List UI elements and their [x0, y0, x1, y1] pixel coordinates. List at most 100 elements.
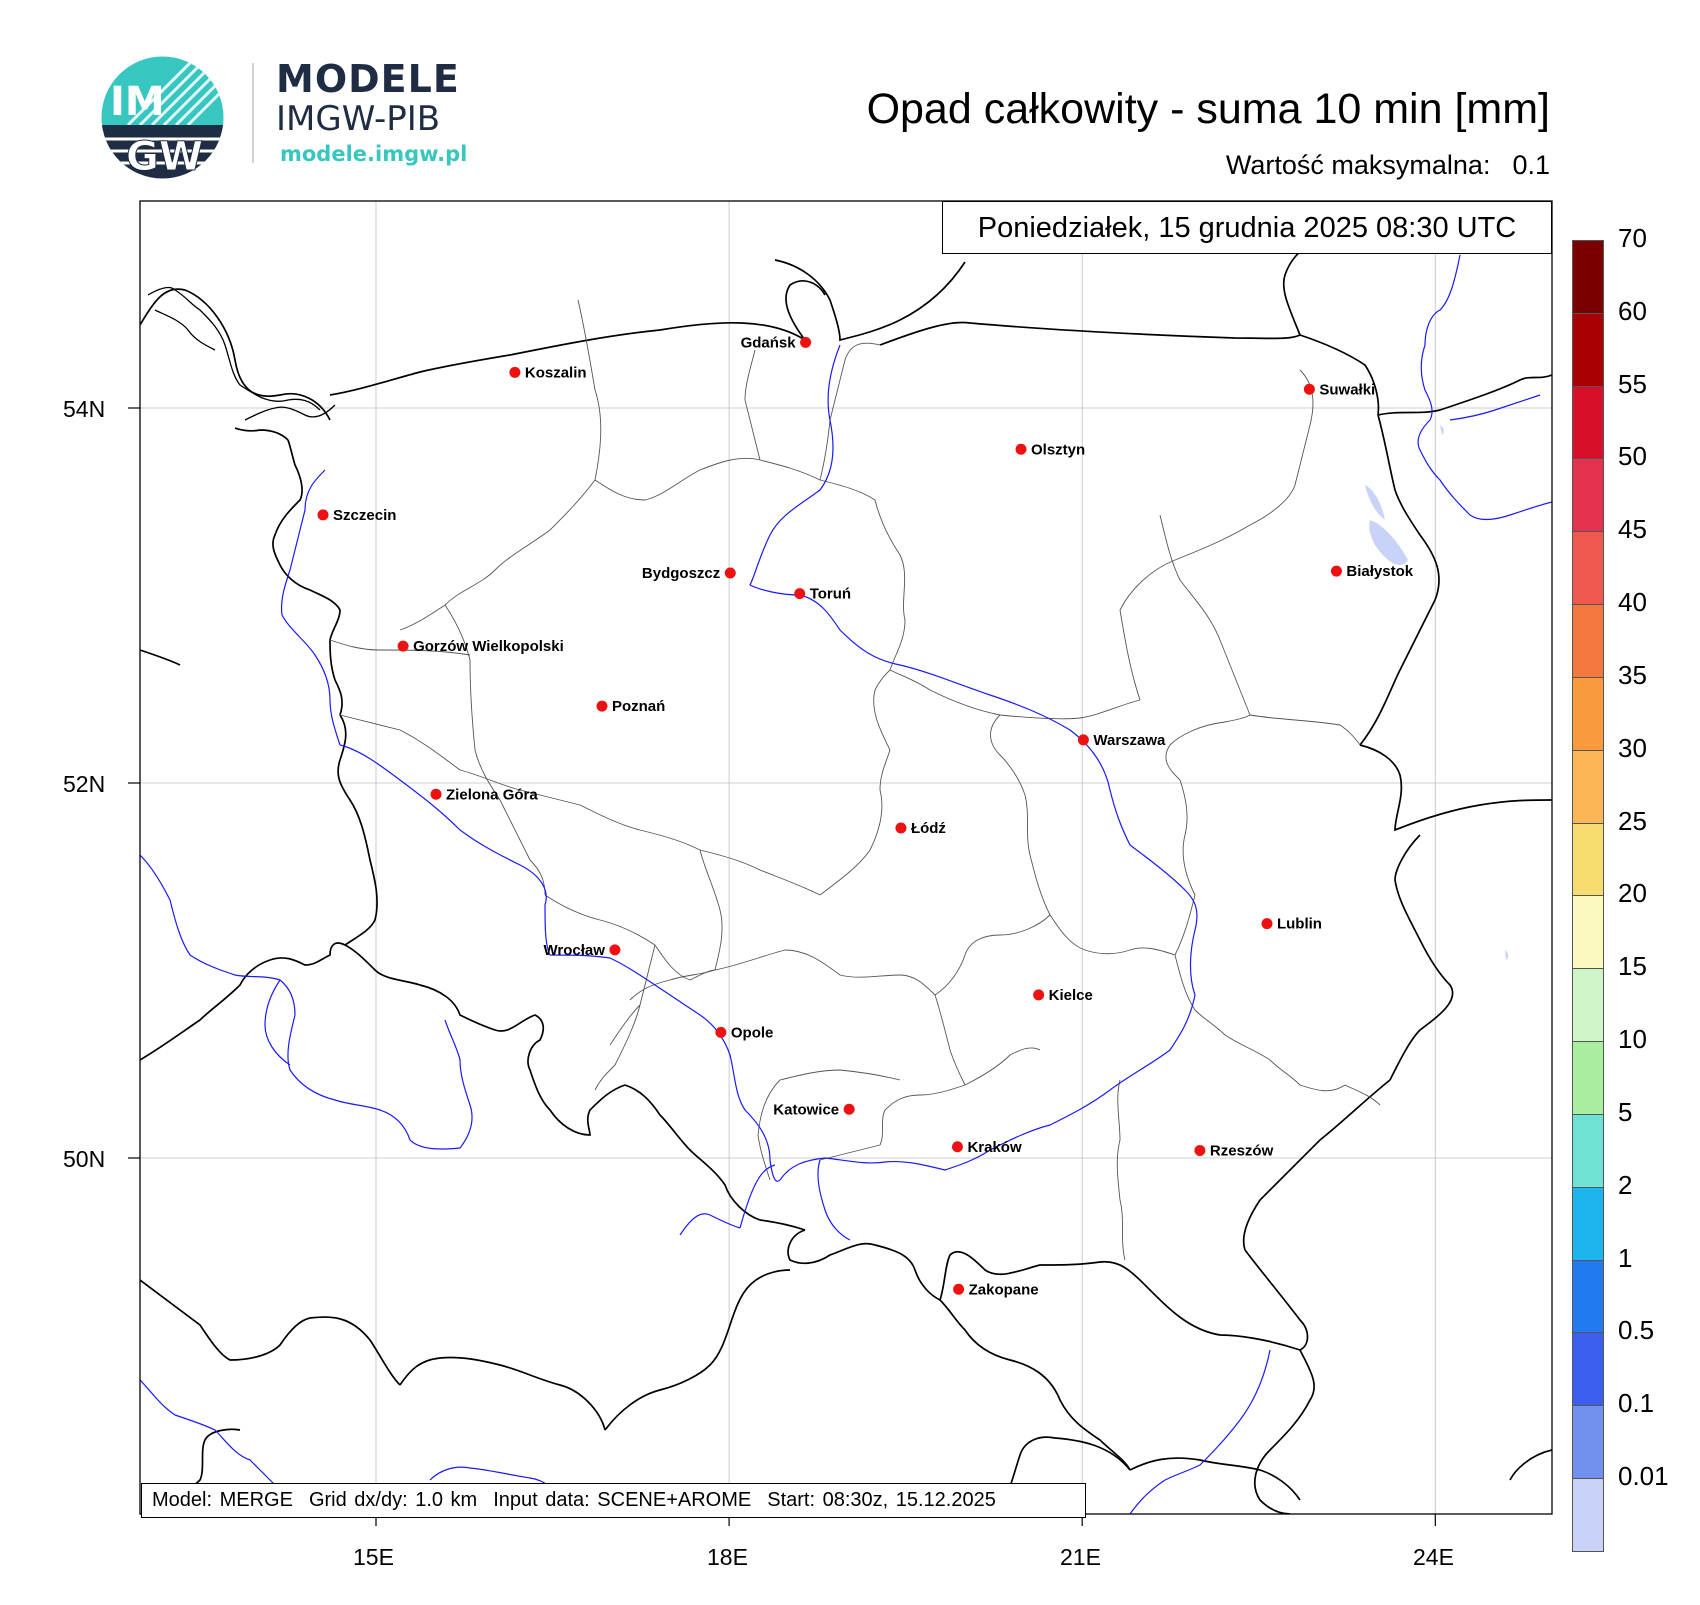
colorbar-segment-4 [1572, 531, 1604, 606]
colorbar-label-30: 30 [1618, 732, 1647, 763]
cities: Gdańsk Koszalin Suwałki Olsztyn Szczecin Bydg… [317, 334, 1414, 1298]
city-gda-sk-marker [800, 336, 812, 348]
colorbar-segment-10 [1572, 968, 1604, 1043]
lon-label-21: 21E [1060, 1544, 1101, 1570]
valid-datetime: Poniedziałek, 15 grudnia 2025 08:30 UTC [942, 201, 1552, 254]
city-olsztyn-marker [1015, 443, 1027, 455]
city-gorz-w-wielkopolski-label: Gorzów Wielkopolski [413, 638, 564, 655]
coastline [147, 286, 336, 421]
max-value-line: Wartość maksymalna: 0.1 [1226, 150, 1550, 181]
city-koszalin-marker [509, 366, 521, 378]
lon-label-24: 24E [1413, 1544, 1454, 1570]
city-katowice-marker [843, 1103, 855, 1115]
city-suwa-ki-marker [1303, 383, 1315, 395]
colorbar-segment-16 [1572, 1405, 1604, 1479]
city-bia-ystok-label: Białystok [1346, 563, 1413, 580]
lon-label-15: 15E [353, 1544, 394, 1570]
city-krak-w-label: Kraków [967, 1139, 1022, 1156]
city-pozna--marker [596, 700, 608, 712]
logo-url[interactable]: modele.imgw.pl [280, 142, 468, 166]
city--d--label: Łódź [911, 820, 946, 837]
colorbar-segment-12 [1572, 1113, 1604, 1188]
city-lublin-label: Lublin [1277, 916, 1322, 933]
city-warszawa-label: Warszawa [1093, 732, 1166, 749]
city-zielona-g-ra-label: Zielona Góra [446, 786, 538, 803]
logo-mark-text-top: IM [110, 79, 165, 125]
imgw-logo-mark: IM GW [101, 56, 224, 180]
max-value: 0.1 [1512, 150, 1550, 180]
colorbar-segment-8 [1572, 822, 1604, 897]
city-pozna--label: Poznań [612, 698, 665, 715]
city-krak-w-marker [951, 1141, 963, 1153]
city-warszawa-marker [1077, 734, 1089, 746]
colorbar-segment-13 [1572, 1186, 1604, 1261]
colorbar-label-70: 70 [1618, 223, 1647, 253]
city-toru--label: Toruń [810, 586, 851, 603]
lakes [1365, 425, 1509, 960]
city-olsztyn-label: Olsztyn [1031, 441, 1085, 458]
colorbar-label-0.1: 0.1 [1618, 1388, 1655, 1419]
logo-divider [252, 63, 254, 163]
colorbar-label-40: 40 [1618, 587, 1647, 618]
city-rzesz-w-label: Rzeszów [1210, 1143, 1274, 1160]
city-kielce-label: Kielce [1049, 987, 1093, 1004]
colorbar-label-1: 1 [1618, 1242, 1633, 1273]
city-suwa-ki-label: Suwałki [1319, 381, 1375, 398]
colorbar-label-55: 55 [1618, 368, 1647, 399]
city-gda-sk-label: Gdańsk [741, 334, 797, 351]
city-toru--marker [794, 588, 806, 600]
rivers [140, 254, 1552, 1514]
axis-ticks [128, 407, 1436, 1526]
colorbar-label-2: 2 [1618, 1169, 1633, 1200]
lat-label-50: 50N [63, 1146, 106, 1172]
city-zielona-g-ra-marker [430, 788, 442, 800]
colorbar-segment-3 [1572, 458, 1604, 533]
lon-label-18: 18E [707, 1544, 748, 1570]
city-opole-marker [715, 1026, 727, 1038]
max-value-label: Wartość maksymalna: [1225, 150, 1491, 180]
city-opole-label: Opole [731, 1024, 774, 1041]
city-wroc-aw-marker [609, 944, 621, 956]
colorbar-label-0.5: 0.5 [1618, 1315, 1655, 1346]
colorbar-label-10: 10 [1618, 1024, 1647, 1055]
colorbar-label-25: 25 [1618, 805, 1647, 836]
map-title: Opad całkowity - suma 10 min [mm] [866, 85, 1550, 133]
colorbar-label-50: 50 [1618, 441, 1647, 472]
lat-label-52: 52N [63, 771, 106, 797]
colorbar-label-35: 35 [1618, 659, 1647, 690]
colorbar-segment-9 [1572, 895, 1604, 970]
colorbar-segment-14 [1572, 1259, 1604, 1334]
colorbar-label-20: 20 [1618, 878, 1647, 909]
colorbar-segment-15 [1572, 1332, 1604, 1407]
colorbar-label-5: 5 [1618, 1096, 1633, 1127]
colorbar-segment-7 [1572, 749, 1604, 824]
imgw-logo: IM GW MODELE IMGW-PIB modele.imgw.pl [100, 55, 520, 180]
colorbar-label-60: 60 [1618, 295, 1647, 326]
graticule [140, 201, 1552, 1514]
colorbar-label-15: 15 [1618, 951, 1647, 982]
city-wroc-aw-label: Wrocław [544, 942, 606, 959]
city-zakopane-marker [953, 1283, 965, 1295]
city-bydgoszcz-label: Bydgoszcz [642, 565, 720, 582]
colorbar-label-0.01: 0.01 [1618, 1461, 1669, 1491]
lat-label-54: 54N [63, 396, 106, 422]
grid-resolution: Grid dx/dy: 1.0 km [308, 1489, 478, 1511]
model-info-box: Model: MERGE Grid dx/dy: 1.0 km Input data… [141, 1483, 1086, 1518]
city-rzesz-w-marker [1194, 1145, 1206, 1156]
city-zakopane-label: Zakopane [969, 1281, 1039, 1298]
city--d--marker [895, 822, 907, 834]
input-data: Input data: SCENE+AROME [493, 1489, 752, 1511]
city-bia-ystok-marker [1330, 565, 1342, 577]
country-borders [140, 244, 1552, 1514]
colorbar-segment-11 [1572, 1041, 1604, 1115]
model-name: Model: MERGE [152, 1489, 293, 1511]
city-katowice-label: Katowice [773, 1101, 839, 1118]
logo-line-2: IMGW-PIB [276, 99, 441, 139]
city-gorz-w-wielkopolski-marker [397, 640, 409, 652]
city-koszalin-label: Koszalin [525, 364, 587, 381]
city-bydgoszcz-marker [724, 567, 736, 579]
logo-mark-text-bottom: GW [126, 134, 203, 180]
city-szczecin-label: Szczecin [333, 507, 396, 524]
